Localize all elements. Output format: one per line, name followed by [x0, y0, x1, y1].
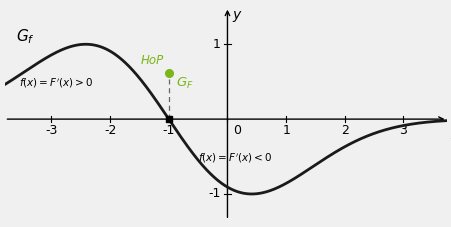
Text: 3: 3 [399, 124, 406, 137]
Text: 2: 2 [340, 124, 348, 137]
Text: 1: 1 [281, 124, 290, 137]
Text: -1: -1 [162, 124, 175, 137]
Text: 1: 1 [213, 38, 221, 51]
Text: x: x [449, 128, 451, 142]
Text: y: y [232, 8, 240, 22]
Text: -2: -2 [104, 124, 116, 137]
Text: -1: -1 [208, 188, 221, 200]
Text: HoP: HoP [141, 54, 164, 67]
Text: $G_F$: $G_F$ [175, 76, 193, 91]
Text: $G_f$: $G_f$ [16, 28, 35, 47]
Text: $f(x) = F'(x) < 0$: $f(x) = F'(x) < 0$ [198, 151, 272, 165]
Text: 0: 0 [233, 124, 241, 137]
Text: -3: -3 [45, 124, 58, 137]
Text: $f(x) = F'(x) > 0$: $f(x) = F'(x) > 0$ [19, 76, 93, 90]
